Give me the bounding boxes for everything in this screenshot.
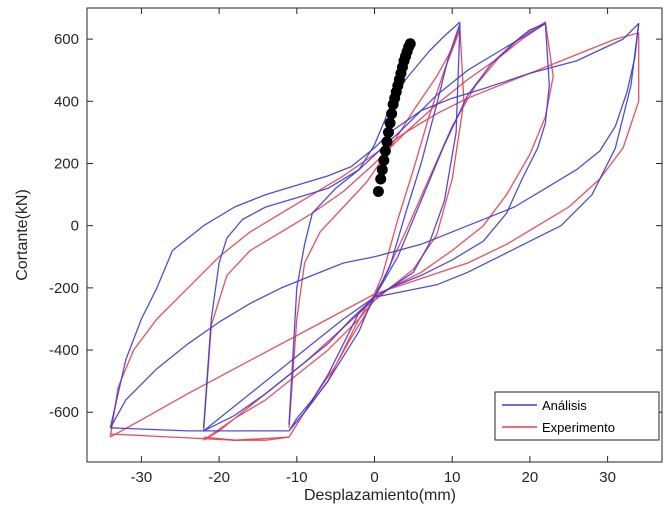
marker-point	[381, 136, 393, 148]
plot-area	[86, 7, 663, 463]
y-tick-label: 400	[54, 93, 79, 110]
analisis-loop-0	[288, 22, 461, 432]
experimento-loop-1	[288, 26, 461, 428]
legend: Análisis Experimento	[494, 391, 660, 441]
analisis-loop-2	[203, 22, 550, 432]
experimento-loop-2	[203, 21, 554, 441]
marker-point	[375, 173, 387, 185]
legend-label-analisis: Análisis	[542, 398, 587, 413]
x-axis: -30 -20 -10 0 10 20 30	[131, 8, 616, 486]
y-tick-label: -200	[49, 280, 79, 297]
x-tick-label: 0	[370, 469, 378, 486]
experimento-loop-5	[110, 433, 290, 441]
legend-box	[494, 391, 660, 441]
marker-point	[382, 126, 394, 138]
marker-point	[384, 117, 396, 129]
x-tick-label: -30	[131, 469, 153, 486]
analisis-loop-3	[202, 22, 546, 428]
experimento-loop-6	[203, 436, 290, 441]
analisis-loop-6	[374, 23, 640, 298]
x-tick-label: 10	[444, 469, 461, 486]
legend-label-experimento: Experimento	[542, 420, 615, 435]
y-tick-label: 0	[71, 218, 79, 235]
marker-point	[379, 145, 391, 157]
marker-layer	[372, 38, 416, 197]
y-axis: -600 -400 -200 0 200 400 600	[49, 31, 662, 421]
x-tick-label: 30	[599, 469, 616, 486]
experimento-loop-0	[288, 29, 465, 438]
marker-point	[404, 38, 416, 50]
analisis-loop-1	[288, 21, 461, 425]
y-axis-label: Cortante(kN)	[14, 189, 31, 281]
marker-point	[372, 185, 384, 197]
y-tick-label: -400	[49, 342, 79, 359]
experimento-loop-4	[109, 32, 640, 438]
y-tick-label: 200	[54, 155, 79, 172]
x-tick-label: -20	[208, 469, 230, 486]
x-axis-label: Desplazamiento(mm)	[304, 487, 456, 504]
y-tick-label: -600	[49, 404, 79, 421]
marker-point	[378, 154, 390, 166]
y-tick-label: 600	[54, 31, 79, 48]
marker-point	[386, 108, 398, 120]
x-tick-label: 20	[522, 469, 539, 486]
series-layer	[109, 21, 640, 441]
marker-point	[376, 164, 388, 176]
x-tick-label: -10	[286, 469, 308, 486]
analisis-loop-5	[110, 427, 289, 432]
